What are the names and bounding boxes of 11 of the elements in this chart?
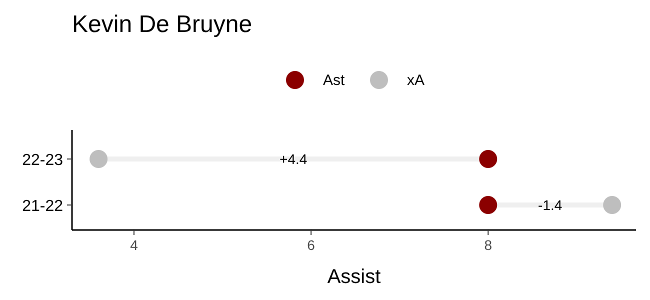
x-axis-title: Assist xyxy=(327,266,382,288)
chart-title: Kevin De Bruyne xyxy=(72,11,252,38)
x-tick-label: 6 xyxy=(307,237,316,253)
y-tick-label: 22-23 xyxy=(22,152,64,169)
x-tick-label: 4 xyxy=(130,237,138,253)
y-tick-label: 21-22 xyxy=(22,198,64,215)
annotation: -1.4 xyxy=(538,197,562,213)
legend-label: xA xyxy=(407,72,425,89)
legend-label: Ast xyxy=(323,72,346,89)
x-tick-label: 8 xyxy=(484,237,492,253)
annotation: +4.4 xyxy=(280,151,308,167)
